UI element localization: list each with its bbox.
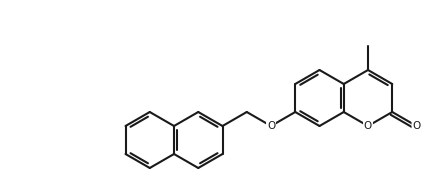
Text: O: O [364, 121, 372, 131]
Text: O: O [267, 121, 275, 131]
Text: O: O [412, 121, 421, 131]
